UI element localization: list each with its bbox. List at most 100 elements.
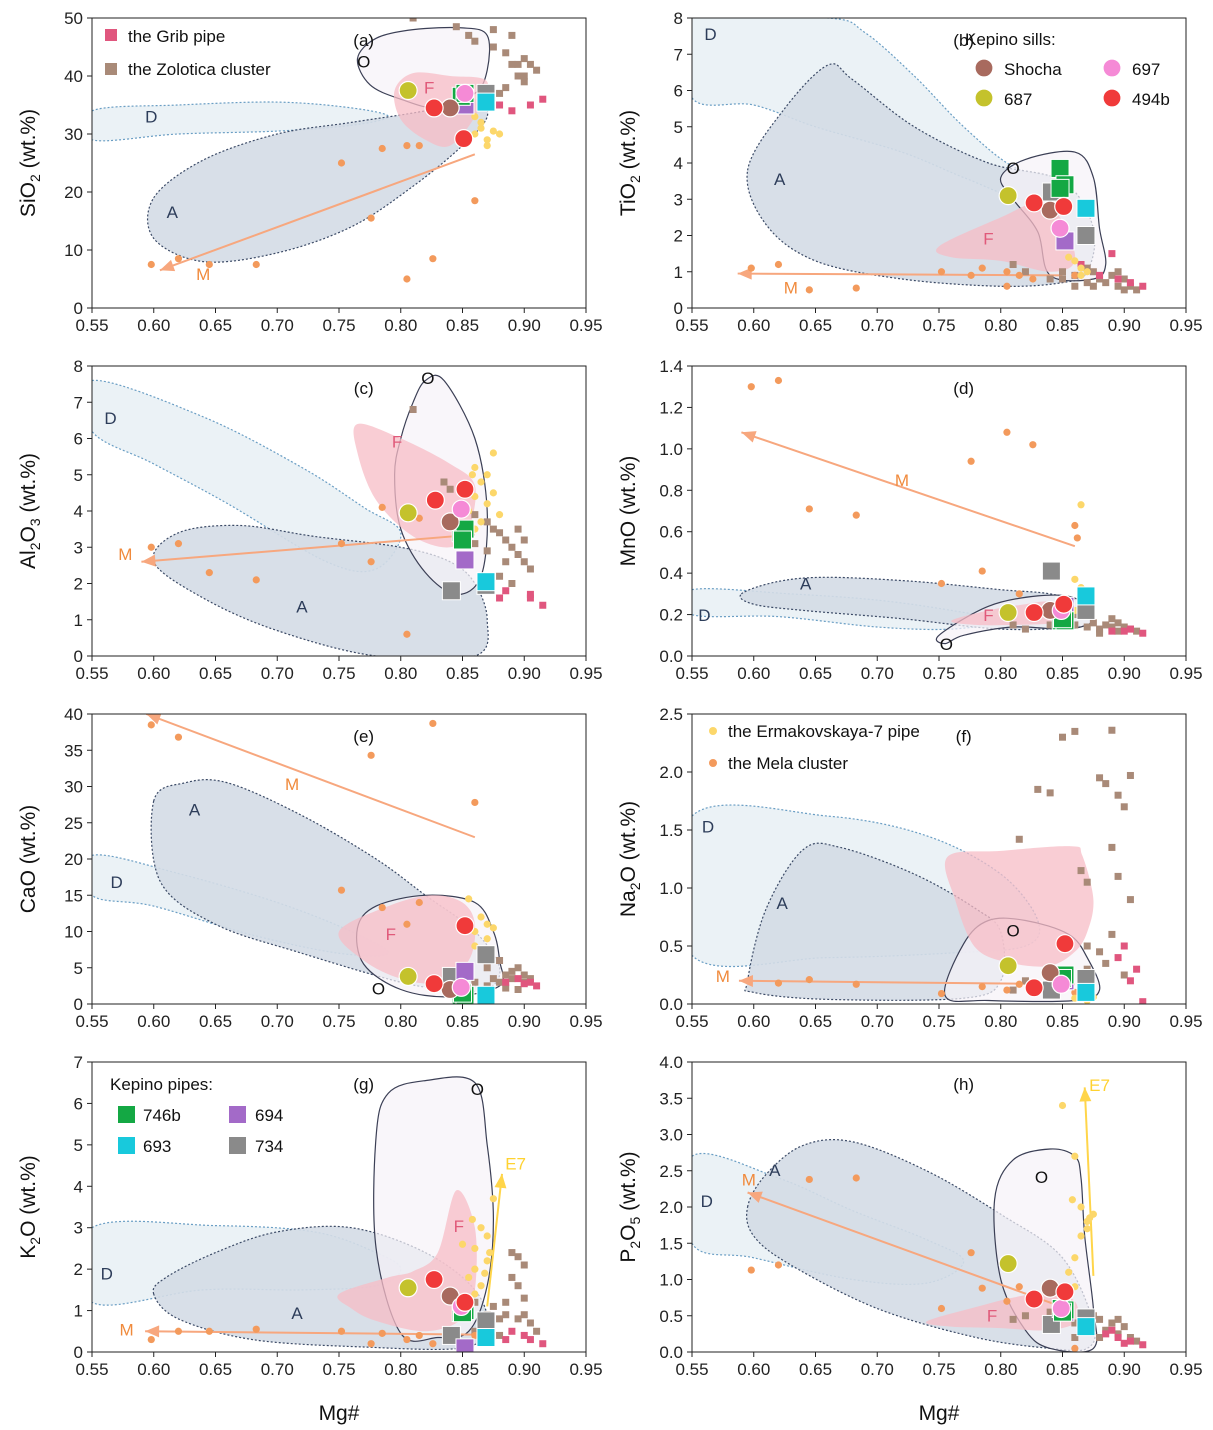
x-tick-label: 0.75: [322, 316, 355, 335]
point-mela: [978, 264, 986, 272]
series-p693: [476, 92, 496, 112]
y-axis-label-subscript: 2: [627, 1241, 643, 1249]
y-tick-label: 0: [74, 1343, 83, 1362]
x-tick-label: 0.65: [799, 316, 832, 335]
point-ermakovskaya: [1071, 1254, 1079, 1262]
point-s687: [998, 956, 1018, 976]
panel-label: (h): [953, 1075, 974, 1094]
plot-area: [92, 714, 541, 1004]
y-tick-label: 30: [64, 778, 83, 797]
point-zolotica: [1120, 803, 1128, 811]
field-label-D: D: [145, 107, 157, 126]
point-ermakovskaya: [471, 1244, 479, 1253]
legend-grib-zolotica: the Grib pipe the Zolotica cluster: [105, 27, 271, 79]
point-ermakovskaya: [471, 1265, 479, 1273]
point-mela: [367, 214, 375, 222]
y-tick-label: 1: [74, 611, 83, 630]
field-label-D: D: [111, 873, 123, 892]
series-p693: [1076, 1317, 1096, 1337]
point-zolotica: [508, 1249, 516, 1257]
point-ermakovskaya: [477, 118, 485, 126]
field-D: [92, 101, 390, 142]
series-p694: [455, 961, 475, 981]
point-mela: [403, 142, 411, 150]
y-tick-label: 2.0: [659, 763, 683, 782]
y-axis-label-part: (wt.%): [617, 456, 640, 521]
series-ermakovskaya: [465, 895, 497, 950]
x-tick-label: 0.80: [984, 316, 1017, 335]
point-s494b: [454, 129, 474, 149]
x-tick-label: 0.65: [199, 1012, 232, 1031]
point-mela: [147, 1335, 155, 1344]
legend-marker-697: [1102, 58, 1122, 78]
point-ermakovskaya: [477, 1224, 485, 1232]
x-tick-label: 0.80: [984, 1012, 1017, 1031]
point-zolotica: [526, 60, 534, 68]
point-zolotica: [520, 78, 528, 86]
point-zolotica: [514, 1315, 522, 1323]
point-ermakovskaya: [468, 1215, 476, 1224]
y-tick-label: 1.0: [659, 879, 683, 898]
point-ermakovskaya: [477, 478, 485, 486]
point-zolotica: [520, 536, 528, 544]
series-p693: [1076, 586, 1096, 606]
field-F: [936, 202, 1076, 272]
y-tick-label: 0: [74, 647, 83, 666]
y-tick-label: 0: [74, 995, 83, 1014]
point-zolotica: [1089, 268, 1097, 276]
point-mela: [378, 903, 386, 912]
x-tick-label: 0.70: [261, 316, 294, 335]
y-tick-label: 2: [674, 227, 683, 246]
point-mela: [174, 255, 183, 263]
y-axis-label-part: Na: [617, 890, 640, 917]
series-s494b: [1024, 934, 1075, 998]
point-zolotica: [1114, 872, 1122, 880]
series-mela: [747, 260, 1079, 294]
series-grib: [496, 587, 547, 609]
point-ermakovskaya: [483, 1257, 491, 1265]
x-tick-label: 0.90: [1108, 1012, 1141, 1031]
point-mela: [415, 898, 423, 907]
point-zolotica: [1009, 1315, 1017, 1323]
point-zolotica: [1120, 971, 1128, 979]
field-label-O: O: [940, 635, 953, 654]
y-axis-label: TiO2 (wt.%): [617, 110, 643, 216]
y-tick-label: 0.2: [659, 606, 683, 625]
field-label-M: M: [716, 967, 730, 986]
series-s687: [398, 80, 418, 101]
point-zolotica: [1102, 621, 1110, 629]
panel-e: D A O F M 0.55 0.60 0.65 0.70 0.75 0.80 0.85 0.90 0.9…: [17, 705, 603, 1031]
x-tick-label: 0.90: [508, 1012, 541, 1031]
y-tick-label: 5: [674, 118, 683, 137]
point-mela: [937, 268, 946, 276]
point-p693: [1076, 982, 1096, 1002]
point-zolotica: [1120, 623, 1128, 631]
point-p694: [455, 550, 475, 570]
point-s687: [998, 602, 1018, 623]
series-mela: [147, 719, 479, 928]
x-tick-label: 0.65: [799, 1360, 832, 1379]
point-p734: [1041, 561, 1061, 581]
point-mela: [1015, 590, 1023, 598]
x-tick-label: 0.70: [261, 1360, 294, 1379]
point-ermakovskaya: [1077, 501, 1085, 509]
y-tick-label: 15: [64, 886, 83, 905]
point-zolotica: [514, 1253, 522, 1261]
point-zolotica: [1096, 774, 1104, 782]
series-p734: [441, 1311, 496, 1345]
point-zolotica: [526, 565, 534, 573]
x-tick-label: 0.90: [1108, 664, 1141, 683]
point-zolotica: [1059, 275, 1066, 283]
series-s494b: [1024, 193, 1074, 217]
panel-g: D A O F M E7 0.55 0.60 0.65 0.70 0.75 0.80 0.85 0.90 0…: [17, 1053, 603, 1379]
point-grib: [533, 982, 541, 990]
point-zolotica: [502, 49, 510, 57]
x-tick-label: 0.95: [1169, 316, 1202, 335]
y-axis-label-subscript: 2: [627, 175, 643, 183]
point-grib: [526, 978, 534, 986]
point-zolotica: [1096, 625, 1104, 633]
field-label-M: M: [118, 545, 132, 564]
y-tick-label: 40: [64, 705, 83, 724]
field-label-M: M: [895, 471, 909, 490]
series-zolotica: [409, 406, 534, 587]
